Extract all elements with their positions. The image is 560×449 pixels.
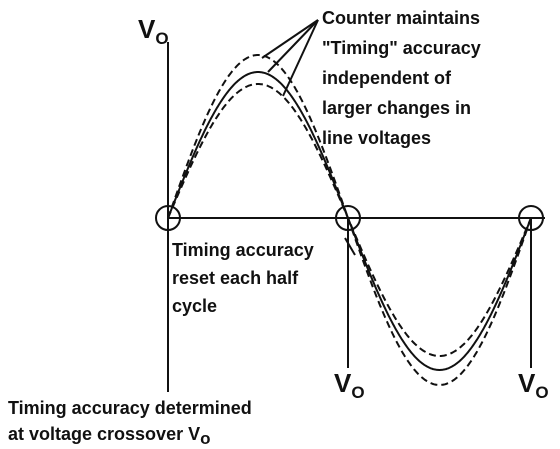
note-line: line voltages	[322, 128, 431, 148]
waves	[167, 54, 532, 386]
crossover-circle	[155, 205, 181, 231]
vo-label: VO	[334, 368, 365, 402]
crossover-circle	[518, 205, 544, 231]
dashed-wave	[167, 54, 532, 386]
note-line: at voltage crossover Vo	[8, 424, 210, 448]
leader-line	[344, 237, 356, 256]
leader-line	[282, 19, 319, 97]
vo-label: VO	[138, 14, 169, 48]
note-line: reset each half	[172, 268, 299, 288]
reset-note: Timing accuracy reset each half cycle	[172, 240, 314, 316]
note-line: Counter maintains	[322, 8, 480, 28]
dashed-wave	[167, 83, 532, 357]
note-line: Timing accuracy	[172, 240, 314, 260]
note-line: Timing accuracy determined	[8, 398, 252, 418]
note-line: cycle	[172, 296, 217, 316]
note-line: larger changes in	[322, 98, 471, 118]
counter-note: Counter maintains "Timing" accuracy inde…	[322, 8, 481, 148]
leader-line	[261, 19, 319, 59]
note-line: "Timing" accuracy	[322, 38, 481, 58]
crossover-circle	[335, 205, 361, 231]
determined-note: Timing accuracy determined at voltage cr…	[8, 398, 252, 448]
vo-label: VO	[518, 368, 549, 402]
leader-line	[267, 19, 319, 73]
note-line: independent of	[322, 68, 452, 88]
